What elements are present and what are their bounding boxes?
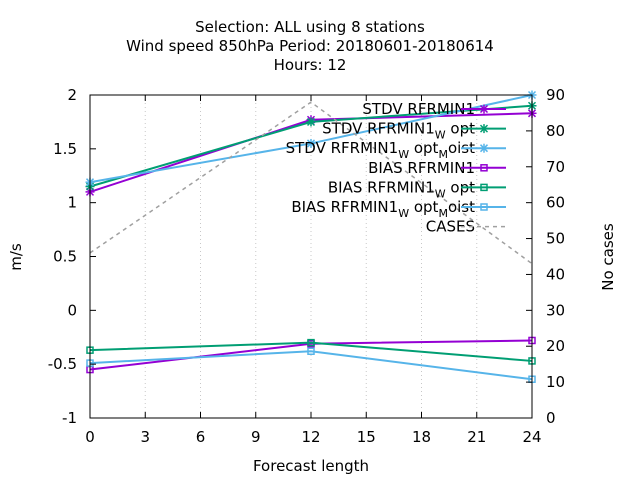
y2-tick-label: 20 — [546, 337, 565, 355]
x-axis-label: Forecast length — [253, 457, 369, 475]
series — [86, 347, 536, 383]
series-line — [89, 339, 533, 371]
data-point — [480, 203, 488, 211]
y2-tick-label: 10 — [546, 373, 565, 391]
legend-label: BIAS RFRMIN1W optMoist — [291, 198, 475, 220]
x-tick-label: 24 — [522, 428, 541, 446]
series — [89, 101, 533, 265]
data-point — [306, 138, 316, 148]
x-tick-label: 3 — [140, 428, 150, 446]
series-layer — [85, 90, 537, 383]
legend-label: STDV RFRMIN1W opt — [322, 120, 475, 142]
data-point — [480, 164, 488, 172]
y-tick-label: 0.5 — [53, 248, 77, 266]
data-point — [479, 124, 489, 134]
y-tick-label: 1 — [67, 194, 77, 212]
y2-tick-label: 30 — [546, 301, 565, 319]
y-axis-label: m/s — [7, 243, 25, 271]
legend-entry: STDV RFRMIN1W opt — [322, 120, 506, 142]
x-tick-label: 12 — [301, 428, 320, 446]
legend-label: CASES — [426, 218, 475, 236]
legend-label: STDV RFRMIN1 — [362, 100, 475, 118]
x-tick-label: 0 — [85, 428, 95, 446]
y-tick-label: -1 — [62, 409, 77, 427]
y2-tick-label: 70 — [546, 158, 565, 176]
y2-axis-label: No cases — [599, 223, 617, 291]
y2-tick-label: 80 — [546, 122, 565, 140]
data-point — [480, 183, 488, 192]
x-tick-label: 18 — [412, 428, 431, 446]
y-tick-label: 0 — [67, 301, 77, 319]
legend-entry: BIAS RFRMIN1 — [368, 159, 506, 177]
y2-tick-label: 40 — [546, 265, 565, 283]
legend-entry: BIAS RFRMIN1W opt — [328, 178, 506, 200]
data-point — [306, 117, 316, 127]
y-tick-label: -0.5 — [48, 355, 77, 373]
y2-tick-label: 90 — [546, 86, 565, 104]
data-point — [307, 338, 315, 347]
series-line — [89, 341, 533, 362]
y2-tick-label: 50 — [546, 230, 565, 248]
legend-entry: STDV RFRMIN1 — [362, 100, 506, 118]
y2-tick-label: 0 — [546, 409, 556, 427]
x-tick-label: 6 — [196, 428, 206, 446]
legend-label: BIAS RFRMIN1W opt — [328, 178, 475, 200]
data-point — [479, 143, 489, 153]
legend-entry: STDV RFRMIN1W optMoist — [286, 139, 506, 161]
title-line: Wind speed 850hPa Period: 20180601-20180… — [126, 37, 494, 55]
x-tick-label: 21 — [467, 428, 486, 446]
legend-entry: CASES — [426, 218, 506, 236]
data-point — [307, 347, 315, 355]
y-tick-label: 1.5 — [53, 140, 77, 158]
y2-tick-label: 60 — [546, 194, 565, 212]
y-tick-label: 2 — [67, 86, 77, 104]
legend-entry: BIAS RFRMIN1W optMoist — [291, 198, 506, 220]
x-tick-label: 9 — [251, 428, 261, 446]
data-point — [479, 104, 489, 114]
x-tick-label: 15 — [357, 428, 376, 446]
title-line: Hours: 12 — [274, 56, 347, 74]
legend-label: BIAS RFRMIN1 — [368, 159, 475, 177]
title-line: Selection: ALL using 8 stations — [195, 18, 425, 36]
series-line — [89, 350, 533, 381]
axes: 0 3 6 9 12 15 18 21 24-1-0.500.511.5201020304050… — [48, 86, 565, 446]
series-line — [89, 101, 533, 265]
